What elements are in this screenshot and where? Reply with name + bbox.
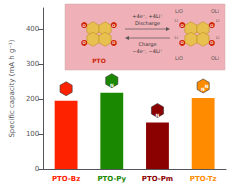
svg-text:PTO: PTO — [92, 57, 106, 64]
svg-text:Discharge: Discharge — [135, 20, 160, 27]
svg-text:Li: Li — [175, 18, 178, 23]
svg-text:O: O — [181, 40, 185, 45]
svg-text:OLi: OLi — [211, 8, 219, 14]
svg-text:Specific capacity (mA h g⁻¹): Specific capacity (mA h g⁻¹) — [8, 39, 16, 137]
svg-text:N: N — [110, 83, 114, 88]
svg-text:Li: Li — [175, 35, 178, 40]
svg-text:PTO-Bz: PTO-Bz — [52, 175, 80, 183]
svg-text:O: O — [181, 23, 185, 28]
svg-text:N: N — [201, 87, 205, 92]
svg-text:O: O — [210, 40, 214, 45]
svg-text:Charge: Charge — [139, 41, 157, 48]
svg-text:LiO: LiO — [175, 55, 183, 61]
svg-text:OLi: OLi — [211, 55, 219, 61]
svg-text:−4e⁻, −4Li⁺: −4e⁻, −4Li⁺ — [132, 48, 163, 54]
svg-text:400: 400 — [26, 25, 39, 33]
svg-text:N: N — [205, 84, 209, 89]
svg-text:O: O — [112, 23, 116, 28]
svg-text:O: O — [83, 23, 87, 28]
svg-text:LiO: LiO — [175, 8, 183, 14]
svg-text:O: O — [112, 40, 116, 45]
svg-text:O: O — [210, 23, 214, 28]
svg-text:100: 100 — [26, 130, 39, 138]
svg-text:Li: Li — [216, 35, 219, 40]
svg-text:PTO-Py: PTO-Py — [97, 175, 126, 183]
svg-text:Li: Li — [216, 18, 219, 23]
svg-text:0: 0 — [35, 165, 39, 173]
svg-text:PTO-Tz: PTO-Tz — [190, 175, 217, 183]
svg-text:N: N — [156, 113, 160, 118]
svg-text:200: 200 — [26, 95, 39, 103]
svg-text:+4e⁻, +4Li⁺: +4e⁻, +4Li⁺ — [132, 13, 163, 19]
svg-text:PTO-Pm: PTO-Pm — [142, 175, 173, 183]
svg-text:O: O — [83, 40, 87, 45]
svg-text:300: 300 — [26, 60, 39, 68]
